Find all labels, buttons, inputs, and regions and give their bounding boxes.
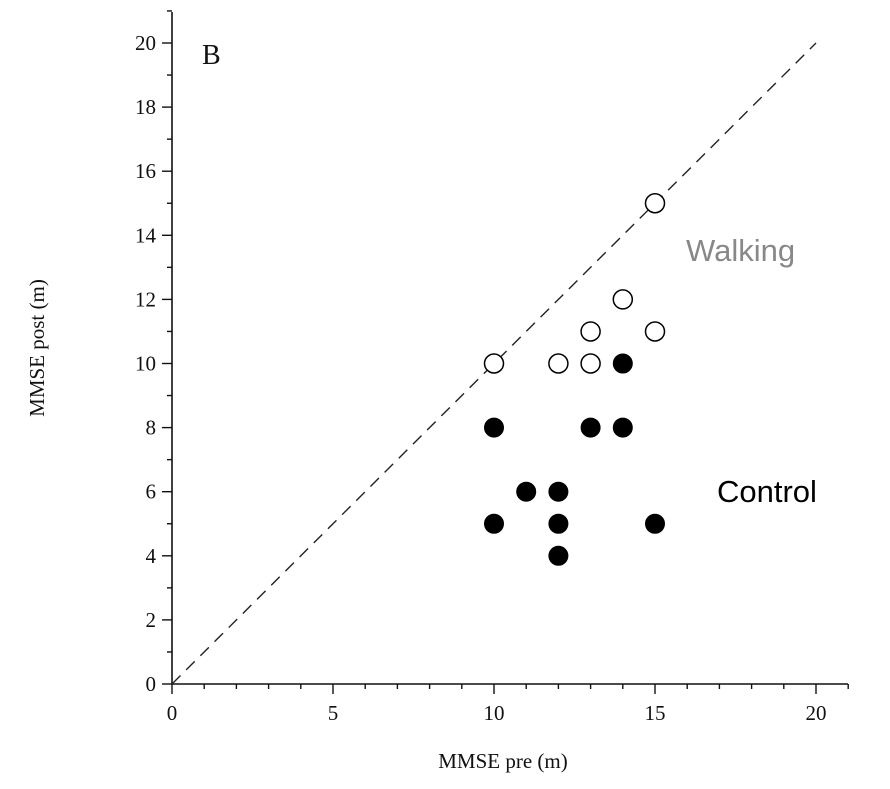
control-point [548,513,569,534]
x-tick-label: 20 [806,701,827,725]
control-point [548,545,569,566]
x-tick-label: 0 [167,701,178,725]
control-point [612,353,633,374]
x-tick-label: 10 [484,701,505,725]
control-point [484,513,504,534]
control-point [580,417,601,438]
walking-series-label: Walking [686,233,795,268]
y-tick-label: 8 [146,416,157,440]
y-tick-label: 14 [135,223,157,247]
y-tick-label: 20 [135,31,156,55]
panel-label: B [202,40,221,71]
control-point [548,481,569,502]
walking-point [548,353,569,374]
y-tick-label: 0 [146,672,157,696]
y-tick-label: 12 [135,287,156,311]
x-axis-label: MMSE pre (m) [438,749,568,773]
y-tick-label: 18 [135,95,156,119]
reference-line-group [171,42,817,685]
y-tick-label: 10 [135,352,156,376]
x-tick-label: 5 [328,701,339,725]
y-tick-label: 2 [146,608,157,632]
control-point [645,513,665,534]
ticks: 0 5 10 15 20 0 2 4 6 8 10 12 14 16 18 20 [135,10,849,725]
control-series-label: Control [717,474,817,509]
control-point [484,417,504,438]
y-axis-label: MMSE post (m) [25,279,49,417]
walking-point [644,193,666,214]
walking-point [644,321,666,342]
data-marks [483,193,666,566]
walking-point [580,321,601,342]
walking-point [612,289,634,310]
identity-reference-line [171,42,817,685]
x-tick-label: 15 [645,701,666,725]
walking-point [580,353,601,374]
walking-point [483,353,505,374]
axes [171,12,848,685]
y-tick-label: 16 [135,159,156,183]
control-point [516,481,537,502]
y-tick-label: 6 [146,480,157,504]
y-tick-label: 4 [146,544,157,568]
control-point [612,417,633,438]
